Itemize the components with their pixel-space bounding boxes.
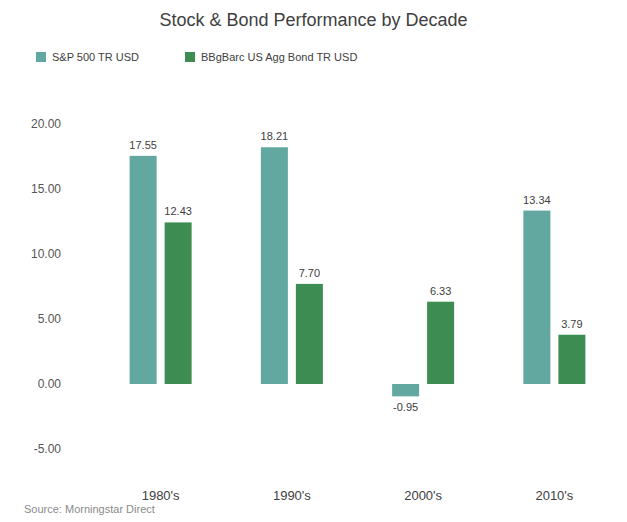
data-label: 13.34 bbox=[523, 194, 551, 206]
y-tick-label: -5.00 bbox=[34, 442, 62, 456]
legend-swatch bbox=[185, 52, 195, 62]
x-tick-label: 2010's bbox=[535, 488, 573, 503]
bar bbox=[296, 284, 323, 384]
x-tick-label: 1980's bbox=[142, 488, 180, 503]
bar bbox=[392, 384, 419, 396]
bar bbox=[130, 156, 157, 384]
data-label: 3.79 bbox=[561, 318, 582, 330]
data-label: -0.95 bbox=[393, 401, 418, 413]
y-tick-label: 20.00 bbox=[31, 117, 61, 131]
y-tick-label: 5.00 bbox=[38, 312, 62, 326]
y-tick-label: 0.00 bbox=[38, 377, 62, 391]
legend-swatch bbox=[36, 52, 46, 62]
y-tick-label: 10.00 bbox=[31, 247, 61, 261]
bar bbox=[427, 302, 454, 384]
bar bbox=[523, 211, 550, 384]
bar bbox=[165, 222, 192, 384]
data-label: 17.55 bbox=[129, 139, 157, 151]
y-tick-label: 15.00 bbox=[31, 182, 61, 196]
x-tick-label: 1990's bbox=[273, 488, 311, 503]
x-tick-label: 2000's bbox=[404, 488, 442, 503]
chart-svg: Stock & Bond Performance by Decade S&P 50… bbox=[0, 0, 627, 522]
bar bbox=[261, 147, 288, 384]
legend-label: S&P 500 TR USD bbox=[52, 51, 139, 63]
bars bbox=[130, 147, 586, 396]
data-label: 7.70 bbox=[299, 267, 320, 279]
legend-label: BBgBarc US Agg Bond TR USD bbox=[201, 51, 357, 63]
data-label: 6.33 bbox=[430, 285, 451, 297]
chart-container: Stock & Bond Performance by Decade S&P 50… bbox=[0, 0, 627, 522]
source-note: Source: Morningstar Direct bbox=[24, 503, 155, 515]
data-label: 18.21 bbox=[261, 130, 289, 142]
title: Stock & Bond Performance by Decade bbox=[159, 10, 467, 30]
bar bbox=[558, 335, 585, 384]
data-label: 12.43 bbox=[164, 205, 192, 217]
